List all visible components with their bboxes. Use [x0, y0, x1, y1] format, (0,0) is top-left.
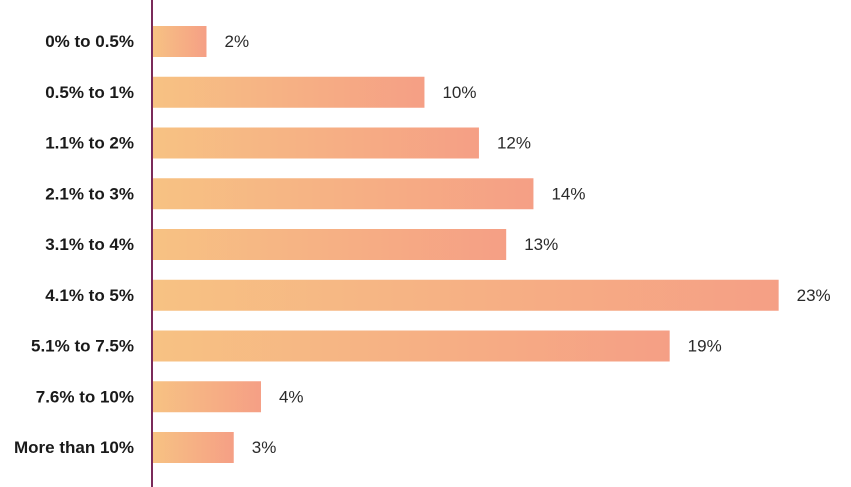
value-label: 12%	[497, 134, 531, 153]
category-label: 2.1% to 3%	[45, 184, 134, 203]
category-label: 0% to 0.5%	[45, 32, 134, 51]
bar-3	[153, 178, 534, 210]
bar-8	[153, 432, 234, 463]
category-label: 4.1% to 5%	[45, 286, 134, 305]
category-label: More than 10%	[14, 438, 134, 457]
value-label: 14%	[551, 184, 585, 203]
bar-7	[153, 381, 261, 413]
value-labels-group: 2% 10% 12% 14% 13% 23% 19% 4% 3%	[224, 32, 830, 457]
bar-4	[153, 229, 507, 260]
bar-2	[153, 127, 479, 159]
value-label: 10%	[442, 83, 476, 102]
value-label: 4%	[279, 387, 304, 406]
category-label: 1.1% to 2%	[45, 134, 134, 153]
bar-0	[153, 26, 207, 57]
category-label: 7.6% to 10%	[36, 387, 134, 406]
bar-1	[153, 76, 425, 108]
bars-group	[153, 26, 779, 463]
category-label: 0.5% to 1%	[45, 83, 134, 102]
category-labels-group: 0% to 0.5% 0.5% to 1% 1.1% to 2% 2.1% to 3%…	[14, 32, 134, 457]
value-label: 2%	[224, 32, 249, 51]
value-label: 3%	[252, 438, 277, 457]
value-label: 19%	[688, 337, 722, 356]
category-label: 3.1% to 4%	[45, 235, 134, 254]
category-label: 5.1% to 7.5%	[31, 337, 134, 356]
bar-6	[153, 330, 670, 362]
value-label: 23%	[797, 286, 831, 305]
value-label: 13%	[524, 235, 558, 254]
bar-5	[153, 279, 779, 311]
